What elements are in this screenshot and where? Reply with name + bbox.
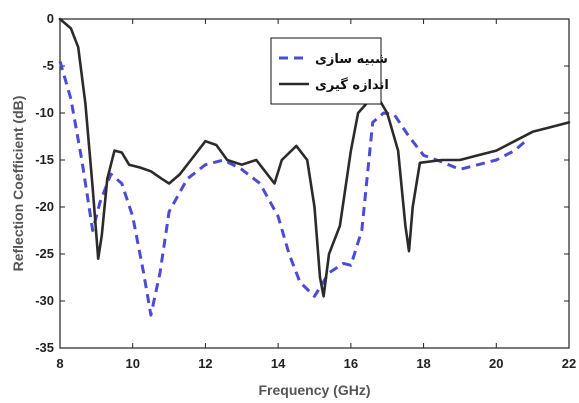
series-line-measurement xyxy=(58,17,571,298)
x-tick-label: 8 xyxy=(56,356,63,371)
y-tick-label: -30 xyxy=(35,293,54,308)
series-layer xyxy=(58,17,571,317)
x-tick-label: 18 xyxy=(416,356,430,371)
plot-area: 8 10 12 14 16 18 20 22 0 -5 -10 -15 -20 -25 -30 -35 xyxy=(35,11,576,371)
x-tick-label: 16 xyxy=(344,356,358,371)
series-line-simulation xyxy=(58,60,527,317)
legend-label-simulation: شبیه سازی xyxy=(315,52,388,67)
x-tick-label: 20 xyxy=(489,356,503,371)
x-tick-label: 14 xyxy=(271,356,286,371)
legend-box xyxy=(270,37,382,105)
legend-label-measurement: اندازه گیری xyxy=(315,77,389,93)
x-tick-label: 22 xyxy=(562,356,576,371)
plot-frame xyxy=(59,18,570,349)
x-axis-label: Frequency (GHz) xyxy=(258,382,370,398)
y-tick-label: -5 xyxy=(42,58,54,73)
y-axis-label: Reflection Coefficient (dB) xyxy=(10,96,26,272)
y-tick-label: -35 xyxy=(35,340,54,355)
x-tick-label: 12 xyxy=(198,356,212,371)
y-tick-label: -10 xyxy=(35,105,54,120)
x-tick-label: 10 xyxy=(125,356,139,371)
y-tick-label: -25 xyxy=(35,246,54,261)
y-tick-label: -15 xyxy=(35,152,54,167)
y-tick-label: 0 xyxy=(47,11,54,26)
y-tick-label: -20 xyxy=(35,199,54,214)
legend: شبیه سازی اندازه گیری xyxy=(270,37,389,105)
ticks-layer: 8 10 12 14 16 18 20 22 0 -5 -10 -15 -20 -25 -30 -35 xyxy=(35,11,576,371)
